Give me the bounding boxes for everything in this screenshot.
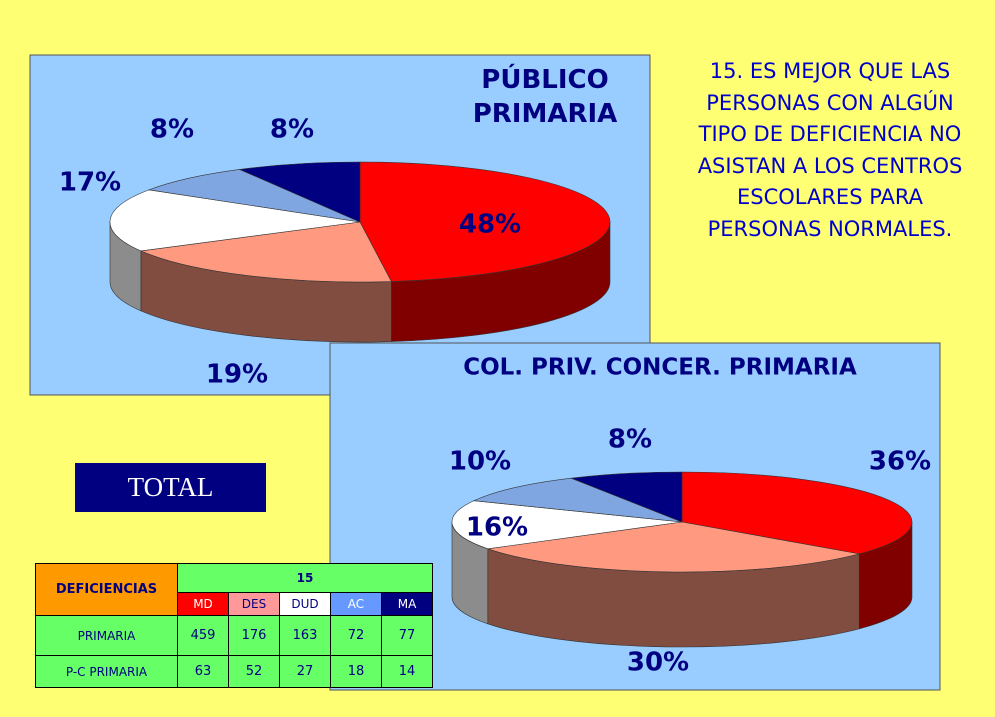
slice xyxy=(238,161,361,223)
data-label: 30% xyxy=(627,648,689,678)
table-cell: P-C PRIMARIA xyxy=(35,655,178,688)
slice xyxy=(109,189,361,252)
table-cell: 77 xyxy=(381,615,433,656)
table-cell: DUD xyxy=(279,592,331,616)
table-row: MD DES DUD AC MA xyxy=(36,592,433,616)
table-cell: 14 xyxy=(381,655,433,688)
data-label: 16% xyxy=(466,513,528,543)
table-cell: DES xyxy=(228,592,280,616)
data-label: 48% xyxy=(459,210,521,240)
data-label: 19% xyxy=(206,360,268,390)
total-box: TOTAL xyxy=(75,463,266,512)
slice xyxy=(147,169,361,223)
table-cell: 459 xyxy=(177,615,229,656)
chart-title: COL. PRIV. CONCER. PRIMARIA xyxy=(463,355,857,381)
data-label: 8% xyxy=(270,115,314,145)
slice xyxy=(571,471,683,523)
table-row: P-C PRIMARIA 63 52 27 18 14 xyxy=(35,655,433,688)
table-cell: AC xyxy=(330,592,382,616)
pie-chart: 48% 19% 17% 8% 8% PÚBLICO PRIMARIA xyxy=(59,63,617,390)
slice xyxy=(487,521,860,573)
data-label: 10% xyxy=(449,447,511,477)
table-cell: 163 xyxy=(279,615,331,656)
table-cell: PRIMARIA xyxy=(35,615,178,656)
question-text: 15. ES MEJOR QUE LAS PERSONAS CON ALGÚN … xyxy=(697,59,963,241)
data-table: DEFICIENCIAS 15 MD DES DUD AC MA PRIMARIA 459 176… xyxy=(35,563,433,688)
table-cell: MD xyxy=(177,592,229,616)
slice xyxy=(451,500,683,550)
table-row: DEFICIENCIAS 15 xyxy=(35,563,433,616)
table-cell: 63 xyxy=(177,655,229,688)
slice xyxy=(472,477,683,523)
slice xyxy=(681,471,913,555)
slice xyxy=(139,221,392,283)
data-label: 17% xyxy=(59,168,121,198)
data-label: 8% xyxy=(150,115,194,145)
data-label: 36% xyxy=(869,447,931,477)
pie-chart: 36% 30% 16% 10% 8% COL. PRIV. CONCER. PRIMARI… xyxy=(449,355,931,678)
table-row: PRIMARIA 459 176 163 72 77 xyxy=(35,615,433,656)
table-cell: 27 xyxy=(279,655,331,688)
data-label: 8% xyxy=(608,425,652,455)
table-cell: 72 xyxy=(330,615,382,656)
table-cell: 15 xyxy=(177,563,433,593)
table-cell: 176 xyxy=(228,615,280,656)
table-cell: 18 xyxy=(330,655,382,688)
table-cell: MA xyxy=(381,592,433,616)
table-cell: 52 xyxy=(228,655,280,688)
chart-title: PÚBLICO PRIMARIA xyxy=(473,63,618,129)
table-cell: DEFICIENCIAS xyxy=(35,563,178,616)
slice xyxy=(359,161,611,282)
